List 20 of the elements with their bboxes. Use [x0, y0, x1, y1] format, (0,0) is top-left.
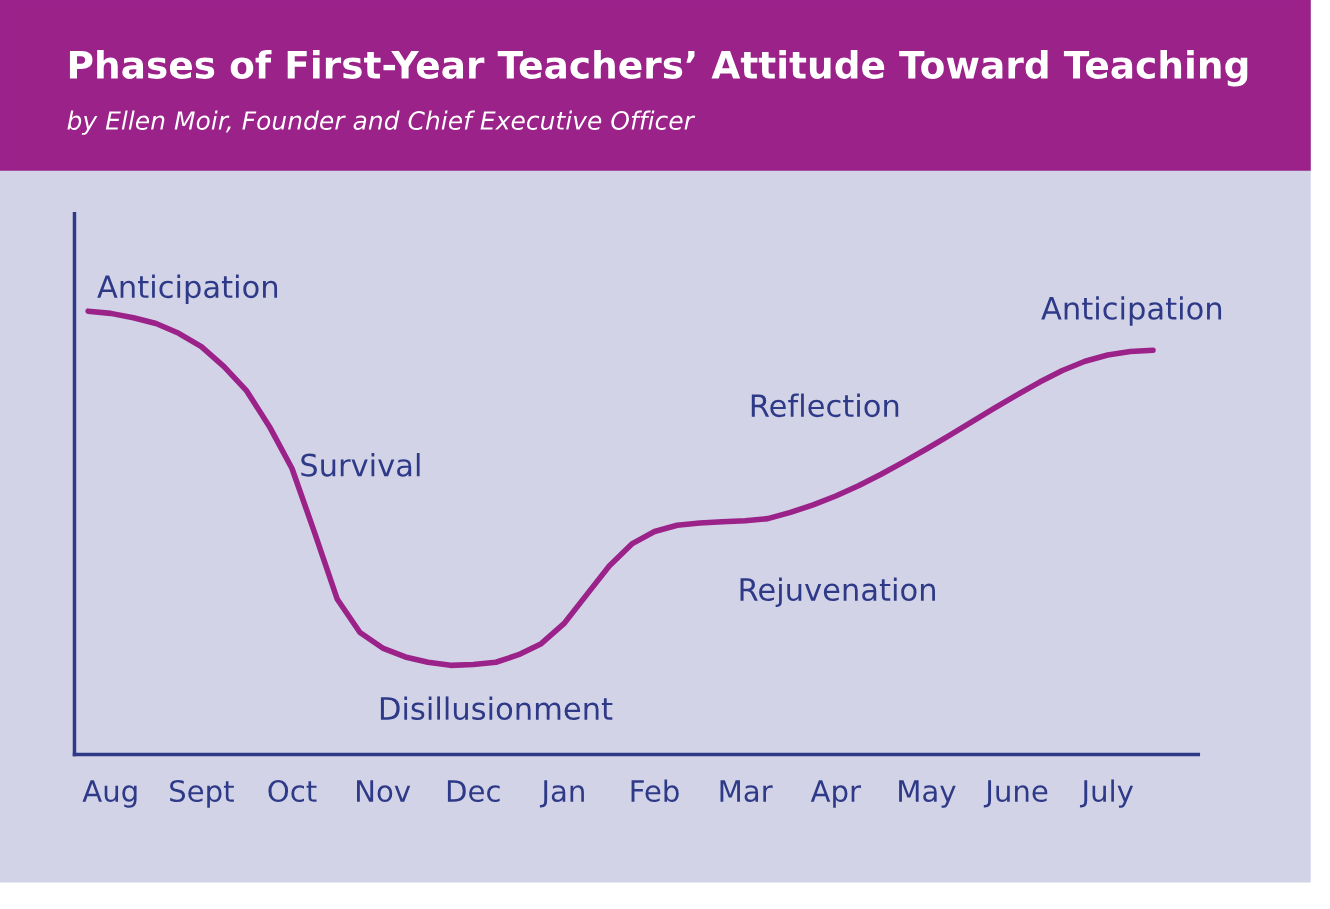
annotation: Reflection	[751, 393, 899, 418]
x-tick-label: Aug	[82, 780, 137, 808]
text: Anticipation	[97, 274, 278, 305]
x-tick-label: June	[983, 780, 1048, 808]
chart-title: Phases of First-Year Teachers’ Attitude Toward Teaching	[69, 49, 1248, 87]
x-tick-label: Nov	[357, 780, 411, 803]
x-tick-label: Feb	[631, 779, 679, 803]
x-tick-label: Dec	[447, 780, 500, 803]
x-tick-label: Oct	[268, 779, 317, 803]
x-tick-label: July	[1079, 779, 1134, 808]
x-tick-label: Mar	[720, 780, 773, 803]
annotation: Anticipation	[1041, 296, 1222, 326]
annotation: Rejuvenation	[740, 577, 935, 607]
chart-subtitle: by Ellen Moir, Founder and Chief Executive Officer	[67, 110, 696, 135]
x-tick-label: Jan	[539, 780, 584, 808]
x-tick-label: Apr	[810, 780, 862, 808]
annotation: Survival	[301, 453, 420, 477]
x-tick-label: Sept	[170, 779, 234, 808]
annotation: Disillusionment	[380, 696, 613, 721]
x-tick-label: May	[899, 780, 956, 808]
